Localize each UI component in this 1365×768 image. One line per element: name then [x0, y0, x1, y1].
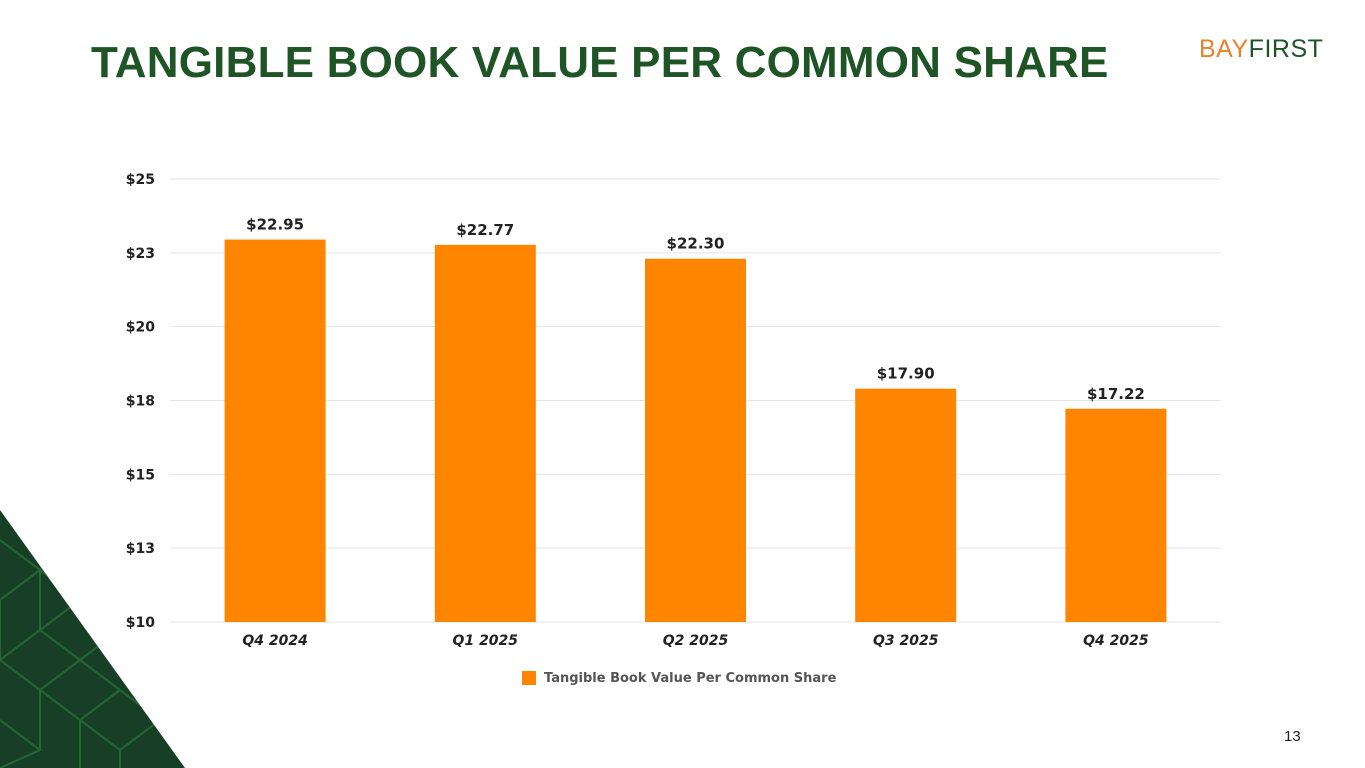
bar: [224, 239, 326, 622]
x-tick-label: Q4 2024: [242, 633, 307, 649]
bar: [434, 244, 536, 623]
bayfirst-logo: BAYFIRST: [1199, 34, 1323, 64]
page-number: 13: [1284, 728, 1301, 745]
chart-legend: Tangible Book Value Per Common Share: [522, 669, 836, 687]
x-tick-label: Q1 2025: [453, 633, 519, 649]
x-tick-label: Q4 2025: [1083, 633, 1149, 649]
slide-title: TANGIBLE BOOK VALUE PER COMMON SHARE: [91, 38, 1109, 87]
y-tick-label: $20: [126, 320, 155, 336]
x-axis: Q4 2024 Q1 2025 Q2 2025 Q3 2025 Q4 2025: [242, 633, 1149, 649]
data-label: $17.22: [1087, 385, 1145, 403]
bar: [855, 388, 957, 622]
data-label: $22.77: [456, 221, 514, 239]
bars: [224, 239, 1167, 623]
data-labels: $22.95 $22.77 $22.30 $17.90 $17.22: [246, 216, 1145, 403]
logo-bay-text: BAY: [1199, 35, 1249, 63]
gridlines: [170, 178, 1221, 623]
decorative-corner-pattern: [0, 510, 185, 768]
logo-first-text: FIRST: [1248, 35, 1324, 63]
data-label: $22.95: [246, 216, 304, 234]
data-label: $17.90: [877, 365, 935, 383]
bar: [1065, 408, 1167, 622]
y-tick-label: $23: [126, 246, 155, 262]
y-tick-label: $25: [126, 172, 155, 188]
data-label: $22.30: [667, 235, 725, 253]
bar: [645, 258, 746, 622]
y-tick-label: $15: [126, 467, 155, 483]
y-axis: $10 $13 $15 $18 $20 $23 $25: [126, 172, 155, 631]
x-tick-label: Q3 2025: [873, 633, 939, 649]
y-tick-label: $10: [126, 615, 155, 631]
x-tick-label: Q2 2025: [663, 633, 729, 649]
y-tick-label: $18: [126, 394, 155, 410]
y-tick-label: $13: [126, 541, 155, 557]
legend-label: Tangible Book Value Per Common Share: [544, 670, 837, 686]
legend-swatch: [522, 671, 536, 685]
